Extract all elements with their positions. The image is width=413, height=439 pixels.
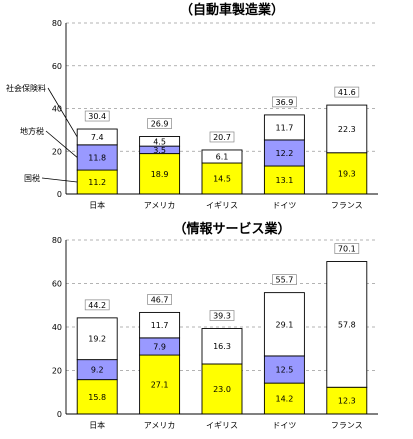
chart1-segment-label: 7.4	[91, 133, 104, 142]
chart1-segment-label: 13.1	[275, 176, 293, 185]
chart1-y-tick-label: 80	[52, 19, 62, 28]
chart2-bar-segment	[263, 292, 305, 357]
chart2-category-label: ドイツ	[272, 421, 296, 430]
chart2-bar-segment	[263, 382, 305, 415]
chart2-y-tick-label: 0	[57, 410, 62, 419]
chart1-total-box	[84, 110, 110, 122]
chart2-bar-segment	[201, 363, 243, 415]
chart1-category-label: ドイツ	[272, 201, 296, 210]
chart2-y-tick-label: 20	[52, 367, 62, 376]
chart1-title: （自動車製造業）	[180, 2, 284, 18]
chart2-segment-label: 29.1	[275, 320, 293, 329]
chart1-total-label: 20.7	[213, 133, 231, 142]
chart2-title: （情報サービス業）	[173, 221, 290, 237]
chart1-segment-label: 14.5	[213, 175, 231, 184]
chart1-series-annotation: 社会保険料	[6, 83, 46, 93]
chart1-y-tick-label: 60	[52, 62, 62, 71]
chart1-bar-segment	[201, 162, 243, 195]
chart2-bar-segment	[263, 355, 305, 384]
chart2-segment-label: 23.0	[213, 385, 231, 394]
chart1-category-label: イギリス	[206, 201, 238, 210]
chart1-total-box	[147, 118, 172, 129]
chart1-category-label: フランス	[331, 201, 363, 210]
chart2-bar-segment	[139, 311, 181, 339]
chart1-segment-label: 19.3	[338, 169, 356, 178]
chart2-bar-segment	[326, 386, 368, 415]
chart2-total-label: 44.2	[88, 301, 106, 310]
chart1-bar-segment	[139, 153, 181, 195]
chart2-y-tick-label: 80	[52, 236, 62, 245]
chart2-segment-label: 7.9	[153, 342, 166, 351]
chart2-y-tick-label: 40	[52, 323, 62, 332]
chart2-category-label: フランス	[331, 421, 363, 430]
chart2-segment-label: 9.2	[91, 366, 104, 375]
chart2-total-box	[272, 274, 297, 285]
chart2-bar-segment	[326, 261, 368, 388]
chart2-total-label: 39.3	[213, 312, 231, 321]
chart1-total-label: 41.6	[338, 88, 356, 97]
chart1-total-box	[334, 86, 360, 98]
chart1-segment-label: 4.5	[153, 137, 166, 146]
chart1-segment-label: 6.1	[216, 152, 229, 161]
chart2-total-box	[209, 310, 235, 321]
chart2-total-label: 46.7	[151, 295, 169, 304]
chart1-y-tick-label: 40	[52, 105, 62, 114]
chart2-segment-label: 14.2	[275, 395, 293, 404]
chart1-total-box	[209, 131, 235, 143]
chart2-bar-segment	[76, 379, 118, 415]
chart1-segment-label: 11.2	[88, 178, 106, 187]
chart2-segment-label: 27.1	[151, 381, 169, 390]
chart1-bar-segment	[263, 114, 305, 141]
chart2-category-label: 日本	[89, 420, 105, 430]
chart2-total-label: 70.1	[338, 245, 356, 254]
chart1-series-annotation: 国税	[24, 173, 40, 183]
chart2-total-box	[147, 294, 172, 305]
chart1-series-annotation: 地方税	[20, 126, 44, 136]
chart1-segment-label: 12.2	[275, 149, 293, 158]
chart2-total-box	[334, 243, 360, 254]
chart1-annotation-leader	[45, 130, 78, 158]
chart1-category-label: 日本	[89, 200, 105, 210]
chart1-bar-segment	[326, 104, 368, 154]
chart1-segment-label: 3.5	[153, 146, 166, 155]
chart1-bar-segment	[263, 165, 305, 195]
chart2-bar-segment	[76, 317, 118, 361]
chart2-segment-label: 11.7	[151, 321, 169, 330]
chart1-total-label: 26.9	[151, 120, 169, 129]
chart1-total-label: 36.9	[275, 98, 293, 107]
chart2-segment-label: 12.5	[275, 366, 293, 375]
chart1-total-label: 30.4	[88, 112, 106, 121]
chart2-segment-label: 15.8	[88, 393, 106, 402]
chart1-category-label: アメリカ	[144, 201, 176, 210]
chart2-segment-label: 19.2	[88, 335, 106, 344]
chart1-y-tick-label: 20	[52, 147, 62, 156]
chart1-segment-label: 18.9	[151, 170, 169, 179]
chart2-category-label: アメリカ	[144, 421, 176, 430]
chart2-segment-label: 16.3	[213, 342, 231, 351]
chart1-annotation-leader	[47, 87, 78, 138]
chart1-bar-segment	[139, 136, 181, 147]
chart2-segment-label: 57.8	[338, 320, 356, 329]
chart1-segment-label: 11.8	[88, 153, 106, 162]
chart1-bar-segment	[263, 139, 305, 167]
chart1-segment-label: 22.3	[338, 125, 356, 134]
chart2-total-box	[84, 299, 110, 311]
chart1-total-box	[272, 96, 297, 108]
chart2-segment-label: 12.3	[338, 397, 356, 406]
chart1-bar-segment	[201, 149, 243, 164]
chart2-category-label: イギリス	[206, 421, 238, 430]
chart2-bar-segment	[201, 328, 243, 365]
chart1-y-tick-label: 0	[57, 190, 62, 199]
chart1-annotation-leader	[41, 177, 78, 183]
chart2-bar-segment	[139, 354, 181, 415]
chart2-y-tick-label: 60	[52, 280, 62, 289]
chart2-total-label: 55.7	[275, 276, 293, 285]
chart1-segment-label: 11.7	[275, 123, 293, 132]
